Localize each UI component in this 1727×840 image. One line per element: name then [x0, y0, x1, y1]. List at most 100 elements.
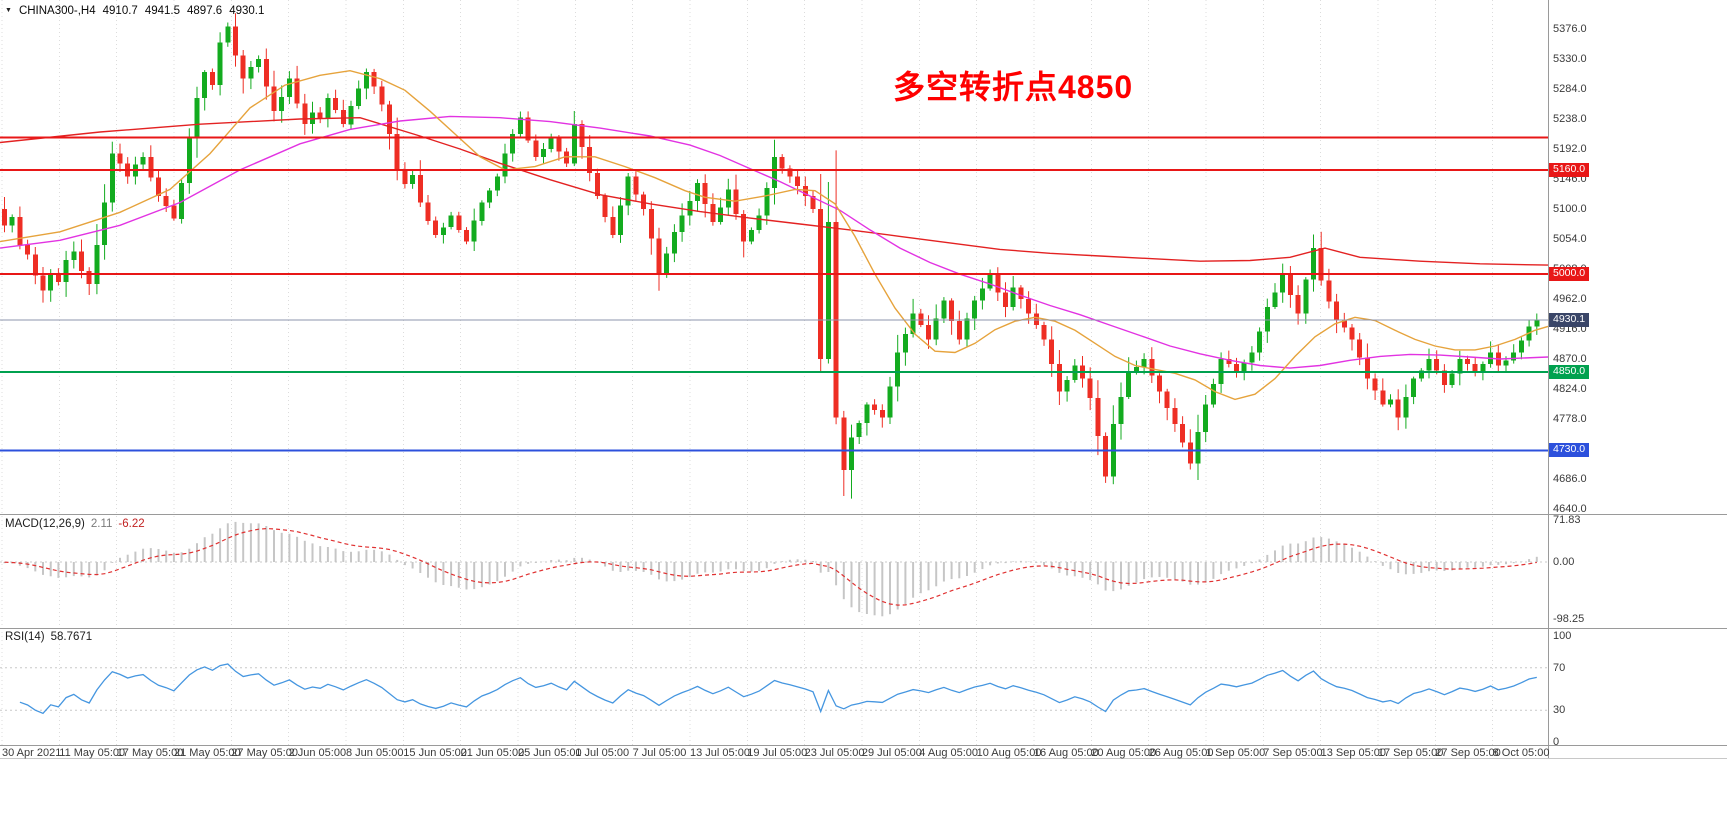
- date-label: 2 Jun 05:00: [288, 747, 347, 759]
- candle-up: [471, 220, 477, 242]
- candle-up: [748, 229, 754, 242]
- candle-down: [1465, 359, 1470, 365]
- candle-down: [1372, 378, 1378, 391]
- price-tick-label: 5376.0: [1553, 23, 1587, 35]
- price-level-badge[interactable]: 5000.0: [1549, 267, 1590, 282]
- candle-down: [464, 229, 469, 242]
- candle-down: [733, 189, 739, 215]
- candle-up: [286, 78, 292, 97]
- candle-up: [256, 59, 262, 67]
- candle-up: [1249, 352, 1255, 363]
- candle-down: [417, 175, 423, 203]
- price-level-badge[interactable]: 5160.0: [1549, 162, 1590, 177]
- date-label: 30 Apr 2021: [2, 747, 62, 759]
- candle-up: [448, 215, 454, 228]
- candle-down: [1364, 357, 1370, 379]
- candle-down: [818, 209, 824, 359]
- candle-up: [825, 222, 831, 359]
- candle-up: [1241, 362, 1247, 373]
- candle-down: [787, 168, 793, 177]
- candle-down: [702, 182, 708, 204]
- candle-up: [217, 42, 223, 86]
- price-tick-label: 4778.0: [1553, 413, 1587, 425]
- candle-down: [1472, 364, 1478, 372]
- macd-signal-line: [4, 527, 1537, 606]
- candle-down: [1056, 364, 1062, 392]
- macd-axis-label: 0.00: [1553, 556, 1575, 568]
- candle-up: [1257, 331, 1263, 353]
- rsi-value: 58.7671: [50, 631, 93, 643]
- candle-down: [1018, 287, 1024, 299]
- candle-up: [248, 66, 254, 79]
- candle-up: [363, 72, 369, 89]
- candle-down: [148, 156, 154, 178]
- candle-up: [479, 202, 485, 221]
- date-label: 8 Oct 05:00: [1492, 747, 1550, 759]
- candle-down: [394, 134, 400, 170]
- candle-up: [1480, 364, 1486, 372]
- candle-up: [887, 386, 893, 418]
- date-label: 29 Jul 05:00: [861, 747, 922, 759]
- macd-name: MACD(12,26,9): [5, 518, 85, 530]
- price-tick-label: 5192.0: [1553, 143, 1587, 155]
- candle-down: [1287, 274, 1293, 296]
- price-level-badge[interactable]: 4730.0: [1549, 443, 1590, 458]
- candle-down: [1341, 319, 1347, 328]
- candle-up: [48, 272, 54, 291]
- candle-up: [102, 202, 108, 245]
- candle-down: [456, 215, 462, 230]
- rsi-line: [19, 663, 1537, 715]
- candle-up: [440, 227, 446, 236]
- date-label: 16 Aug 05:00: [1033, 747, 1099, 759]
- candle-up: [571, 124, 577, 164]
- price-level-badge[interactable]: 4850.0: [1549, 365, 1590, 380]
- candle-down: [1095, 398, 1101, 436]
- candle-down: [926, 325, 931, 340]
- candle-up: [140, 156, 146, 165]
- candle-up: [487, 190, 493, 203]
- date-label: 4 Aug 05:00: [919, 747, 979, 759]
- candle-down: [1157, 375, 1162, 392]
- date-label: 10 Aug 05:00: [976, 747, 1042, 759]
- macd-indicator-label: MACD(12,26,9) 2.11 -6.22: [5, 518, 145, 530]
- candle-up: [225, 26, 231, 43]
- dropdown-arrow-icon[interactable]: ▼: [5, 7, 12, 14]
- candle-up: [494, 176, 500, 191]
- candle-down: [294, 78, 300, 104]
- candle-down: [579, 124, 585, 147]
- candle-up: [517, 117, 523, 134]
- high-value: 4941.5: [144, 5, 181, 17]
- annotation-text[interactable]: 多空转折点4850: [893, 69, 1134, 105]
- date-label: 17 Sep 05:00: [1377, 747, 1444, 759]
- candle-up: [94, 244, 100, 284]
- candle-up: [664, 253, 670, 275]
- candle-up: [1503, 360, 1509, 366]
- candle-up: [109, 153, 115, 203]
- candle-down: [233, 26, 238, 56]
- candle-down: [1172, 407, 1178, 425]
- candle-up: [279, 96, 285, 112]
- candle-down: [433, 220, 439, 235]
- rsi-indicator-label: RSI(14) 58.7671: [5, 631, 92, 643]
- date-label: 26 Aug 05:00: [1148, 747, 1214, 759]
- candle-down: [1103, 436, 1109, 477]
- candle-down: [40, 275, 46, 291]
- candle-down: [32, 254, 38, 276]
- candle-up: [1457, 359, 1463, 374]
- close-value: 4930.1: [229, 5, 265, 17]
- candle-down: [1026, 299, 1032, 314]
- candle-up: [1426, 359, 1432, 371]
- date-label: 8 Jun 05:00: [346, 747, 404, 759]
- candle-up: [1264, 306, 1270, 332]
- candle-up: [964, 318, 970, 340]
- candle-down: [2, 209, 7, 226]
- candle-down: [1226, 359, 1232, 365]
- candle-down: [271, 86, 277, 112]
- price-tick-label: 5330.0: [1553, 53, 1587, 65]
- candle-up: [325, 98, 331, 119]
- candle-up: [1195, 432, 1201, 464]
- macd-main-value: 2.11: [90, 518, 113, 530]
- date-label: 1 Jul 05:00: [575, 747, 630, 759]
- candle-up: [71, 251, 77, 260]
